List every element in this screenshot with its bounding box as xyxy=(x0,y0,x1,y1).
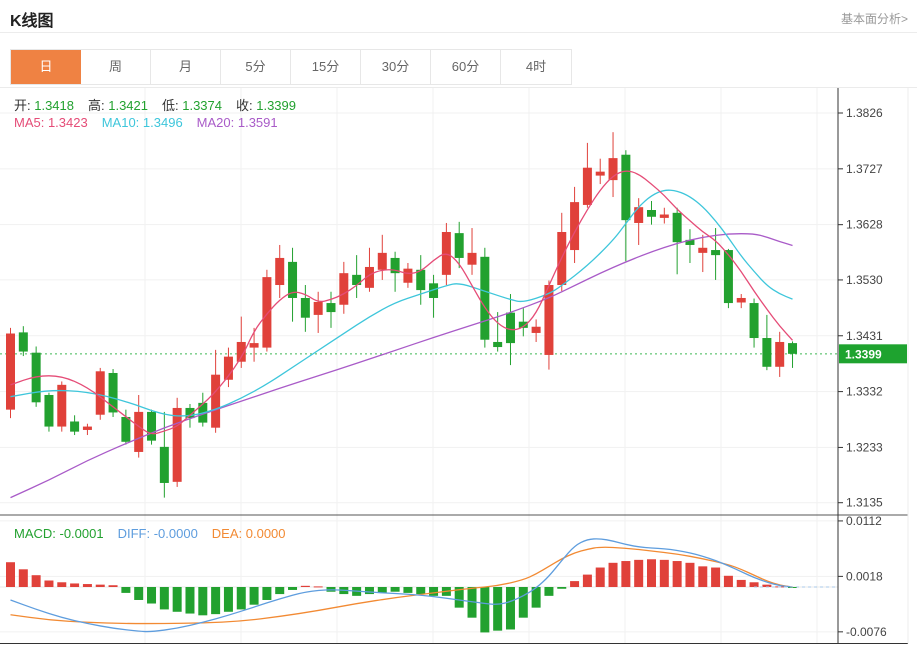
tab-30min[interactable]: 30分 xyxy=(361,50,431,84)
interval-tab-bar: 日周月 5分 15分 30分 60分 4时 xyxy=(10,49,572,85)
macd-tick-1: 0.0018 xyxy=(846,569,883,583)
ohlc-legend: 开: 1.3418 高: 1.3421 低: 1.3374 收: 1.3399 xyxy=(14,95,310,114)
macd-item-2: DEA: 0.0000 xyxy=(211,526,286,541)
ohlc-item-3: 收: 1.3399 xyxy=(236,98,296,113)
price-tick-2: 1.3628 xyxy=(846,218,883,232)
ma-item-0: MA5: 1.3423 xyxy=(14,115,88,130)
macd-tick-2: -0.0076 xyxy=(846,625,887,639)
fundamental-analysis-link[interactable]: 基本面分析> xyxy=(840,12,908,26)
macd-legend: MACD: -0.0001 DIFF: -0.0000 DEA: 0.0000 xyxy=(14,526,300,541)
price-tick-1: 1.3727 xyxy=(846,162,883,176)
ma-legend: MA5: 1.3423 MA10: 1.3496 MA20: 1.3591 xyxy=(14,115,292,130)
ma-item-1: MA10: 1.3496 xyxy=(101,115,183,130)
candlestick-chart[interactable]: 1.3826 1.3727 1.3628 1.3530 1.3431 1.3332 1.32… xyxy=(0,88,917,645)
ma-item-2: MA20: 1.3591 xyxy=(196,115,278,130)
ohlc-item-1: 高: 1.3421 xyxy=(88,98,148,113)
price-tick-5: 1.3332 xyxy=(846,385,883,399)
price-tick-0: 1.3826 xyxy=(846,106,883,120)
tab-60min[interactable]: 60分 xyxy=(431,50,501,84)
tab-5min[interactable]: 5分 xyxy=(221,50,291,84)
header: K线图 基本面分析> xyxy=(0,0,917,33)
tab-15min[interactable]: 15分 xyxy=(291,50,361,84)
last-price-label: 1.3399 xyxy=(845,347,882,361)
tab-week[interactable]: 周 xyxy=(81,50,151,84)
tab-day[interactable]: 日 xyxy=(11,50,81,84)
macd-tick-0: 0.0112 xyxy=(846,514,882,528)
ohlc-item-0: 开: 1.3418 xyxy=(14,98,74,113)
chart-area: 1.3826 1.3727 1.3628 1.3530 1.3431 1.3332 1.32… xyxy=(0,87,917,645)
tab-month[interactable]: 月 xyxy=(151,50,221,84)
price-tick-7: 1.3135 xyxy=(846,496,883,510)
tab-4hour[interactable]: 4时 xyxy=(501,50,571,84)
price-tick-3: 1.3530 xyxy=(846,273,883,287)
ohlc-item-2: 低: 1.3374 xyxy=(162,98,222,113)
price-tick-4: 1.3431 xyxy=(846,329,883,343)
last-price-tag xyxy=(839,344,907,364)
macd-item-0: MACD: -0.0001 xyxy=(14,526,104,541)
macd-item-1: DIFF: -0.0000 xyxy=(117,526,198,541)
price-tick-6: 1.3233 xyxy=(846,440,883,454)
page-title: K线图 xyxy=(10,13,54,30)
